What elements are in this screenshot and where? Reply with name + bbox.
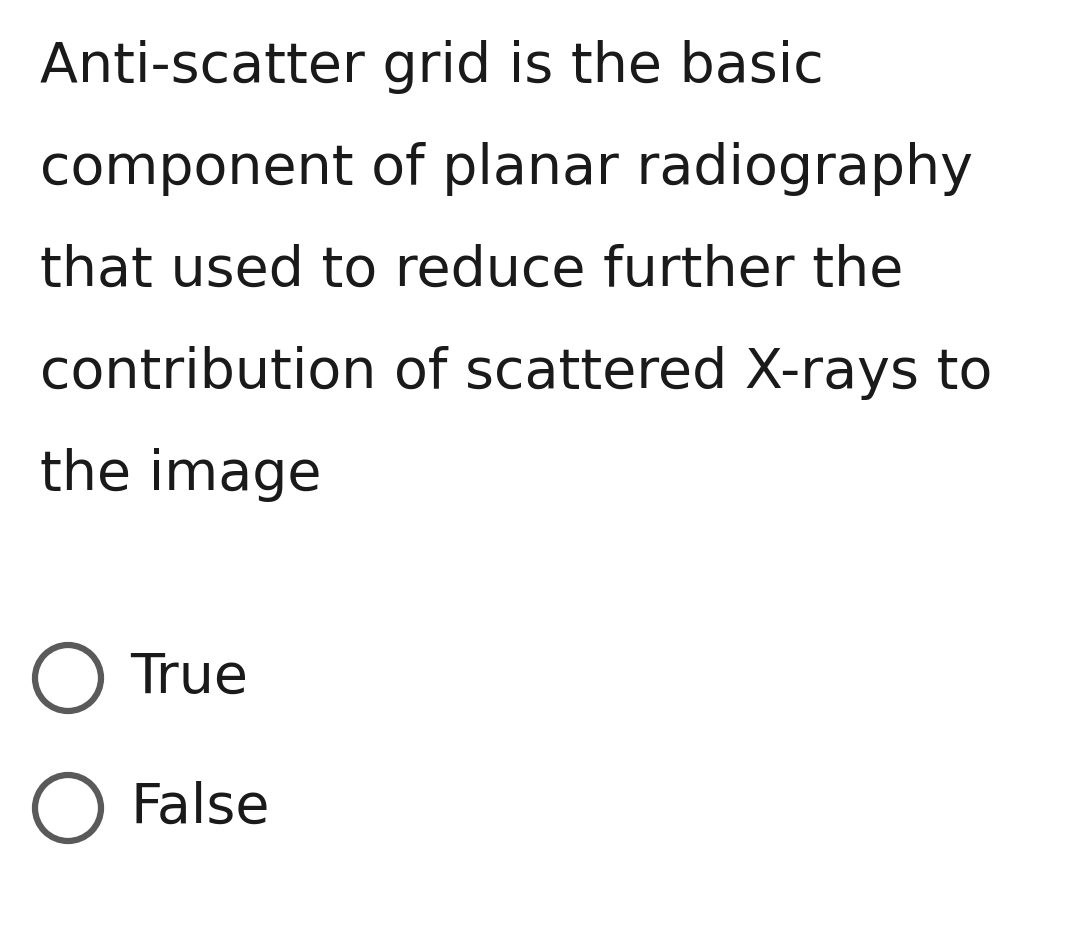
- Text: that used to reduce further the: that used to reduce further the: [40, 244, 903, 298]
- Text: contribution of scattered X-rays to: contribution of scattered X-rays to: [40, 346, 993, 400]
- Text: the image: the image: [40, 448, 322, 502]
- Text: True: True: [130, 651, 248, 705]
- Text: component of planar radiography: component of planar radiography: [40, 142, 973, 196]
- Text: False: False: [130, 781, 270, 835]
- Text: Anti-scatter grid is the basic: Anti-scatter grid is the basic: [40, 40, 824, 94]
